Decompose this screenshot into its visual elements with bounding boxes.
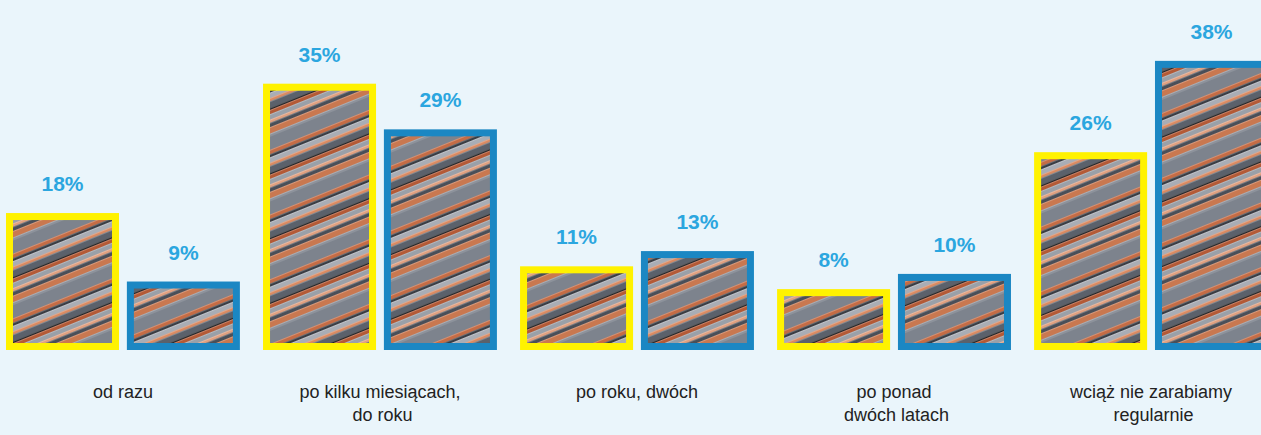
tick-label-line: po kilku miesiącach, bbox=[299, 382, 460, 402]
tick-label-line: regularnie bbox=[1109, 405, 1194, 425]
data-label: 29% bbox=[419, 88, 461, 111]
plot-area bbox=[10, 64, 1261, 346]
data-label: 11% bbox=[556, 225, 597, 248]
tick: wciąż nie zarabiamy regularnie bbox=[1069, 382, 1232, 425]
data-labels: 18% 35% 11% 8% 26% 9% 29% 13% 10% 38% bbox=[41, 20, 1232, 271]
tick: po ponad dwóch latach bbox=[839, 382, 949, 425]
data-label: 18% bbox=[41, 172, 83, 195]
data-label: 13% bbox=[676, 210, 718, 233]
bar bbox=[1038, 156, 1144, 347]
tick-label: od razu bbox=[93, 382, 153, 402]
bar bbox=[901, 277, 1007, 346]
bar bbox=[524, 270, 630, 347]
tick-label-line: dwóch latach bbox=[839, 405, 949, 425]
data-label: 35% bbox=[299, 43, 341, 66]
bar bbox=[130, 285, 236, 346]
tick-label-line: do roku bbox=[347, 405, 412, 425]
data-label: 8% bbox=[818, 248, 849, 271]
tick-label: po kilku miesiącach, do roku bbox=[299, 382, 460, 425]
tick-label-line: wciąż nie zarabiamy bbox=[1069, 382, 1232, 402]
chart: 18% 35% 11% 8% 26% 9% 29% 13% 10% 38% od razu po ki… bbox=[0, 0, 1261, 435]
bar bbox=[781, 293, 887, 347]
x-axis: od razu po kilku miesiącach, do roku po ro… bbox=[93, 382, 1232, 425]
bar bbox=[10, 217, 116, 347]
tick: po roku, dwóch bbox=[576, 382, 698, 402]
bar bbox=[1158, 64, 1261, 346]
tick-label-line: od razu bbox=[93, 382, 153, 402]
tick-label: po ponad dwóch latach bbox=[839, 382, 949, 425]
data-label: 10% bbox=[933, 233, 975, 256]
data-label: 26% bbox=[1070, 111, 1112, 134]
tick: od razu bbox=[93, 382, 153, 402]
tick-label-line: po roku, dwóch bbox=[576, 382, 698, 402]
tick-label-line: po ponad bbox=[856, 382, 931, 402]
bar bbox=[267, 87, 373, 346]
data-label: 9% bbox=[168, 241, 199, 264]
bar bbox=[387, 133, 493, 347]
tick-label: po roku, dwóch bbox=[576, 382, 698, 402]
tick-label: wciąż nie zarabiamy regularnie bbox=[1069, 382, 1232, 425]
data-label: 38% bbox=[1190, 20, 1232, 43]
tick: po kilku miesiącach, do roku bbox=[299, 382, 460, 425]
bar bbox=[644, 255, 750, 347]
